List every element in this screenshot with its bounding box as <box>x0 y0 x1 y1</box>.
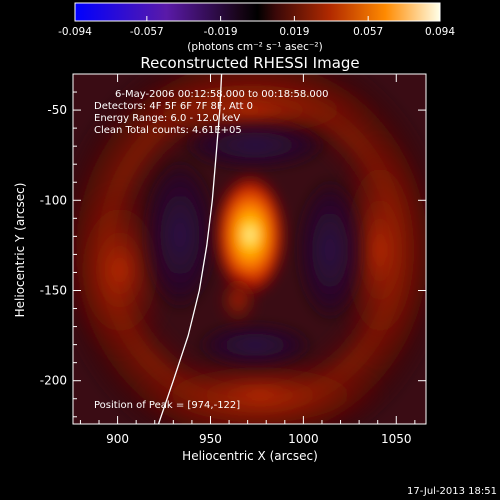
colorbar <box>74 2 441 22</box>
colorbar-ticks: -0.094 -0.057 -0.019 0.019 0.057 0.094 <box>58 16 455 38</box>
colorbar-tick-label: -0.094 <box>58 26 92 38</box>
solar-limb-curve <box>157 74 223 424</box>
colorbar-label: (photons cm⁻² s⁻¹ asec⁻²) <box>187 41 322 53</box>
y-tick-label: -50 <box>47 103 67 117</box>
annotation-clean-counts: Clean Total counts: 4.61E+05 <box>94 125 242 136</box>
y-tick-label: -100 <box>40 193 67 207</box>
x-tick-label: 1050 <box>381 432 412 446</box>
annotation-time-range: 6-May-2006 00:12:58.000 to 00:18:58.000 <box>115 89 328 100</box>
y-tick-label: -200 <box>40 374 67 388</box>
x-tick-label: 1000 <box>288 432 319 446</box>
colorbar-tick-label: 0.094 <box>425 26 455 38</box>
x-axis-label: Heliocentric X (arcsec) <box>182 449 318 463</box>
plot-frame <box>72 73 427 425</box>
annotation-energy-range: Energy Range: 6.0 - 12.0 keV <box>94 113 240 124</box>
annotation-peak-position: Position of Peak = [974,-122] <box>94 400 240 411</box>
colorbar-tick-label: 0.019 <box>279 26 309 38</box>
heatmap-image <box>73 74 426 424</box>
x-tick-label: 950 <box>199 432 222 446</box>
timestamp: 17-Jul-2013 18:51 <box>407 486 497 497</box>
colorbar-tick-label: -0.057 <box>130 26 164 38</box>
chart-title: Reconstructed RHESSI Image <box>140 54 359 72</box>
x-tick-label: 900 <box>106 432 129 446</box>
y-axis-label: Heliocentric Y (arcsec) <box>13 183 27 318</box>
colorbar-tick-label: 0.057 <box>353 26 383 38</box>
colorbar-tick-label: -0.019 <box>204 26 238 38</box>
annotation-detectors: Detectors: 4F 5F 6F 7F 8F, Att 0 <box>94 101 253 112</box>
axis-ticks: 900 950 1000 1050 -50 -100 -150 -200 <box>40 74 426 446</box>
peak-source <box>212 169 289 300</box>
y-tick-label: -150 <box>40 283 67 297</box>
